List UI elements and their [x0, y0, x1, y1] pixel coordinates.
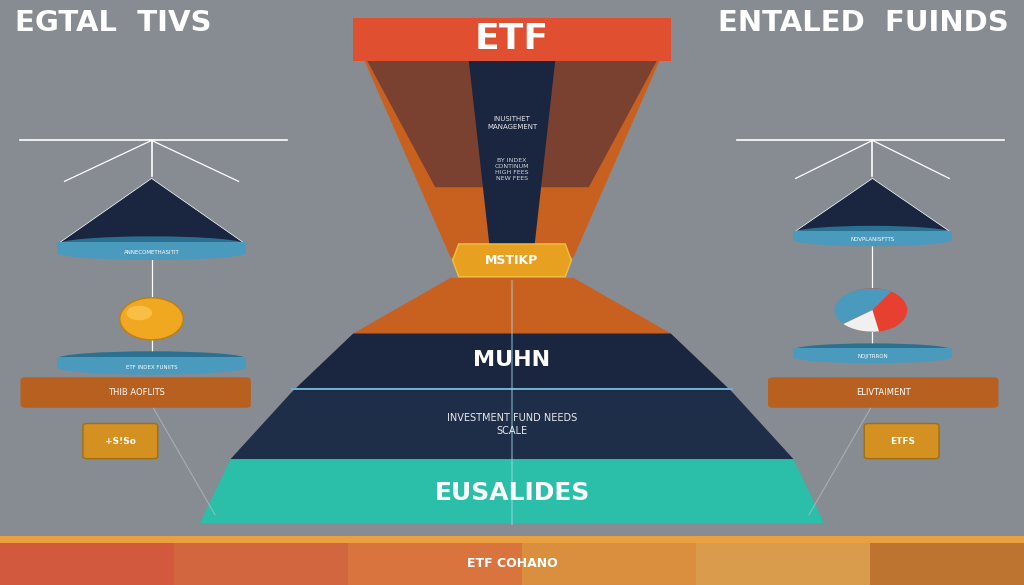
FancyBboxPatch shape [174, 541, 348, 585]
Ellipse shape [120, 298, 183, 340]
Wedge shape [835, 288, 891, 324]
Ellipse shape [56, 351, 246, 366]
Polygon shape [466, 35, 558, 246]
Text: INVESTMENT FUND NEEDS
SCALE: INVESTMENT FUND NEEDS SCALE [446, 412, 578, 436]
Text: MSTIKP: MSTIKP [485, 254, 539, 267]
Text: ANNECOMETHASITIT: ANNECOMETHASITIT [124, 250, 179, 255]
FancyBboxPatch shape [348, 541, 522, 585]
Text: NOVPLANISFTTS: NOVPLANISFTTS [850, 238, 895, 242]
Polygon shape [453, 244, 571, 277]
Ellipse shape [56, 236, 246, 253]
Polygon shape [353, 35, 671, 257]
FancyBboxPatch shape [696, 541, 870, 585]
Ellipse shape [793, 226, 952, 240]
FancyBboxPatch shape [768, 377, 998, 408]
Ellipse shape [56, 246, 246, 260]
FancyBboxPatch shape [56, 242, 246, 253]
Text: +S!So: +S!So [105, 436, 136, 446]
Ellipse shape [56, 360, 246, 375]
Text: INUSITHET
MANAGEMENT: INUSITHET MANAGEMENT [486, 116, 538, 130]
Text: MUHN: MUHN [473, 350, 551, 370]
FancyBboxPatch shape [353, 18, 671, 61]
FancyBboxPatch shape [522, 541, 696, 585]
FancyBboxPatch shape [20, 377, 251, 408]
Ellipse shape [126, 305, 152, 320]
Text: BY INDEX
CONTINUM
HIGH FEES
NEW FEES: BY INDEX CONTINUM HIGH FEES NEW FEES [495, 158, 529, 181]
FancyBboxPatch shape [870, 541, 1024, 585]
Text: ENTALED  FUINDS: ENTALED FUINDS [718, 9, 1009, 37]
Text: EGTAL  TIVS: EGTAL TIVS [15, 9, 212, 37]
Text: ETF COHANO: ETF COHANO [467, 557, 557, 570]
Text: ELIVTAIMENT: ELIVTAIMENT [856, 388, 911, 397]
Polygon shape [353, 35, 671, 187]
Polygon shape [200, 459, 824, 524]
Polygon shape [292, 333, 732, 392]
Polygon shape [796, 178, 949, 231]
Text: ETFS: ETFS [890, 436, 914, 446]
FancyBboxPatch shape [0, 541, 174, 585]
FancyBboxPatch shape [83, 424, 158, 459]
Wedge shape [844, 310, 879, 332]
FancyBboxPatch shape [0, 536, 1024, 543]
Ellipse shape [793, 233, 952, 246]
Text: ETF INDEX FUNIITS: ETF INDEX FUNIITS [126, 365, 177, 370]
Text: THIB AOFLITS: THIB AOFLITS [108, 388, 165, 397]
Ellipse shape [838, 288, 907, 332]
Polygon shape [230, 392, 794, 459]
FancyBboxPatch shape [793, 231, 952, 240]
Ellipse shape [793, 350, 952, 363]
FancyBboxPatch shape [793, 348, 952, 357]
Text: NOJITRRON: NOJITRRON [857, 355, 888, 359]
Ellipse shape [793, 343, 952, 356]
Polygon shape [59, 178, 244, 243]
FancyBboxPatch shape [56, 357, 246, 367]
FancyBboxPatch shape [864, 424, 939, 459]
Text: ETF: ETF [475, 22, 549, 56]
Polygon shape [353, 278, 671, 333]
Text: EUSALIDES: EUSALIDES [434, 480, 590, 505]
